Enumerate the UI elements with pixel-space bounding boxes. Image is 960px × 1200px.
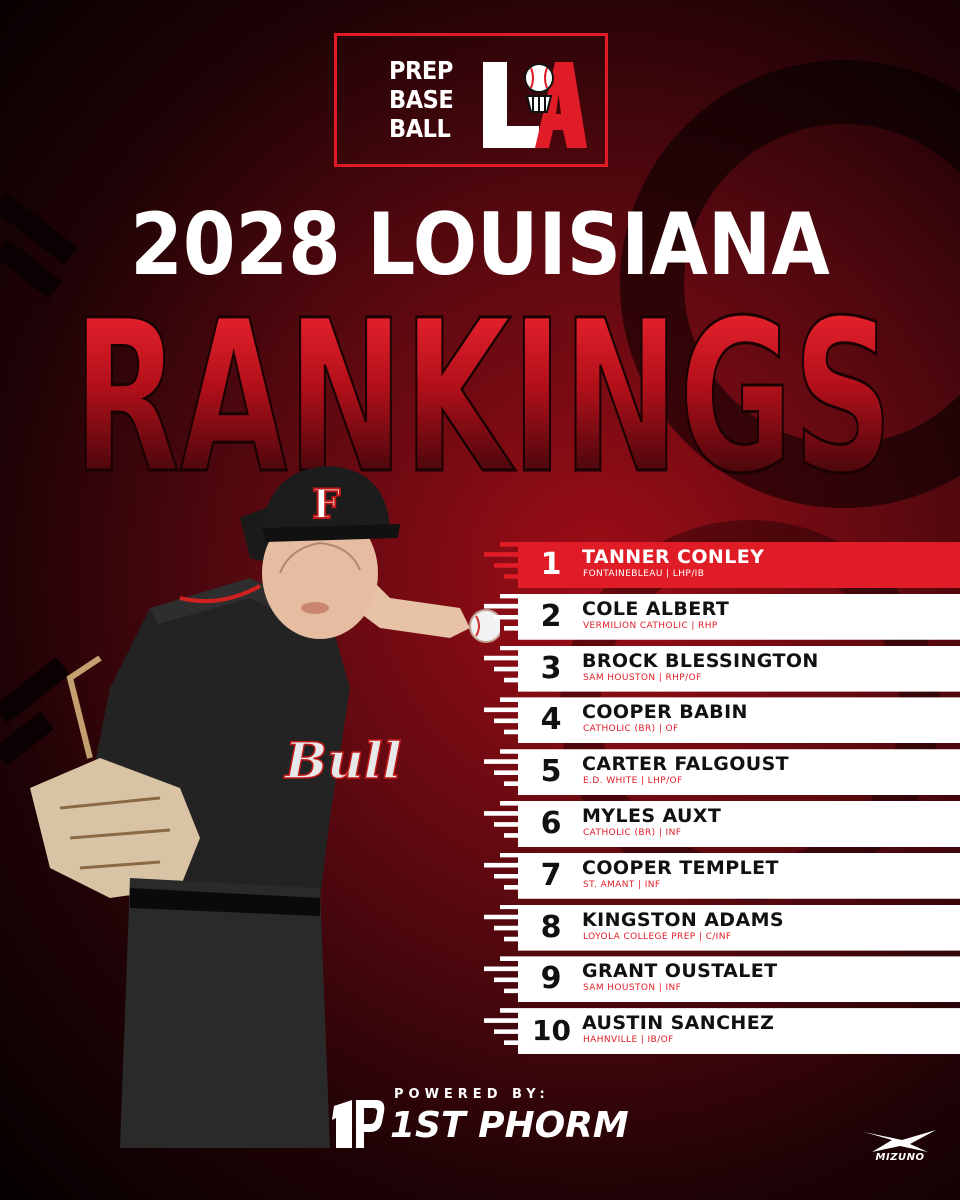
ranking-row: 4 COOPER BABIN CATHOLIC (BR) | OF (484, 697, 960, 744)
player-school-position: ST. AMANT | INF (583, 879, 661, 890)
ranking-row: 10 AUSTIN SANCHEZ HAHNVILLE | IB/OF (484, 1008, 960, 1055)
mizuno-wordmark: MIZUNO (875, 1152, 925, 1163)
prep-baseball-la-logo: PREP BASE BALL (334, 33, 608, 167)
rank-number: 9 (540, 961, 562, 997)
sponsor-wordmark: 1ST PHORM (390, 1105, 629, 1146)
ranking-row: 5 CARTER FALGOUST E.D. WHITE | LHP/OF (484, 749, 960, 796)
player-school-position: SAM HOUSTON | INF (583, 983, 682, 994)
rankings-word: RANKINGS (73, 288, 893, 488)
player-school-position: E.D. WHITE | LHP/OF (583, 776, 683, 787)
1st-phorm-logo-icon (332, 1100, 385, 1148)
player-name: AUSTIN SANCHEZ (582, 1012, 775, 1035)
rankings-list: 1 TANNER CONLEY FONTAINEBLEAU | LHP/IB 2… (480, 542, 960, 1060)
player-name: CARTER FALGOUST (582, 753, 790, 776)
jersey-lettering: Bull (283, 731, 402, 790)
ranking-row: 6 MYLES AUXT CATHOLIC (BR) | INF (484, 800, 960, 847)
player-school-position: VERMILION CATHOLIC | RHP (583, 620, 718, 631)
logo-line: PREP (389, 56, 453, 85)
powered-by-label: POWERED BY: (394, 1087, 550, 1102)
rank-number: 3 (540, 650, 562, 686)
rank-number: 10 (532, 1014, 571, 1048)
ranking-row: 3 BROCK BLESSINGTON SAM HOUSTON | RHP/OF (484, 645, 960, 692)
rank-number: 2 (540, 598, 562, 634)
player-name: MYLES AUXT (582, 804, 722, 827)
player-name: COOPER BABIN (582, 701, 748, 724)
player-name: COLE ALBERT (582, 597, 730, 620)
page-title: 2028 LOUISIANA (130, 195, 830, 295)
player-school-position: CATHOLIC (BR) | OF (583, 724, 679, 735)
player-photo: Bull F (30, 466, 500, 1148)
ranking-row: 1 TANNER CONLEY FONTAINEBLEAU | LHP/IB (484, 542, 960, 588)
logo-line: BALL (389, 114, 451, 143)
logo-line: BASE (389, 85, 454, 114)
player-school-position: FONTAINEBLEAU | LHP/IB (583, 569, 705, 579)
logo-wordmark: PREP BASE BALL (389, 56, 469, 143)
player-school-position: LOYOLA COLLEGE PREP | C/INF (583, 931, 732, 942)
player-name: KINGSTON ADAMS (582, 908, 784, 931)
player-name: COOPER TEMPLET (582, 856, 779, 879)
player-school-position: HAHNVILLE | IB/OF (583, 1035, 674, 1046)
ranking-row: 8 KINGSTON ADAMS LOYOLA COLLEGE PREP | C… (484, 904, 960, 951)
rankings-heading: RANKINGS (72, 288, 895, 488)
player-school-position: CATHOLIC (BR) | INF (583, 827, 682, 838)
ranking-row: 2 COLE ALBERT VERMILION CATHOLIC | RHP (484, 593, 960, 640)
rank-number: 1 (540, 547, 562, 582)
player-name: GRANT OUSTALET (582, 960, 778, 983)
ranking-row: 9 GRANT OUSTALET SAM HOUSTON | INF (484, 956, 960, 1003)
player-school-position: SAM HOUSTON | RHP/OF (583, 672, 702, 683)
mizuno-runbird-icon (864, 1130, 936, 1152)
rank-number: 4 (540, 702, 562, 738)
rank-number: 6 (540, 805, 562, 841)
ranking-row: 7 COOPER TEMPLET ST. AMANT | INF (484, 852, 960, 899)
rank-number: 8 (540, 909, 562, 945)
rank-number: 5 (540, 754, 562, 790)
cap-logo: F (312, 481, 340, 528)
rank-number: 7 (540, 857, 562, 893)
player-name: BROCK BLESSINGTON (582, 649, 819, 672)
la-baseball-logo-mark (483, 62, 587, 148)
player-name: TANNER CONLEY (582, 546, 765, 568)
